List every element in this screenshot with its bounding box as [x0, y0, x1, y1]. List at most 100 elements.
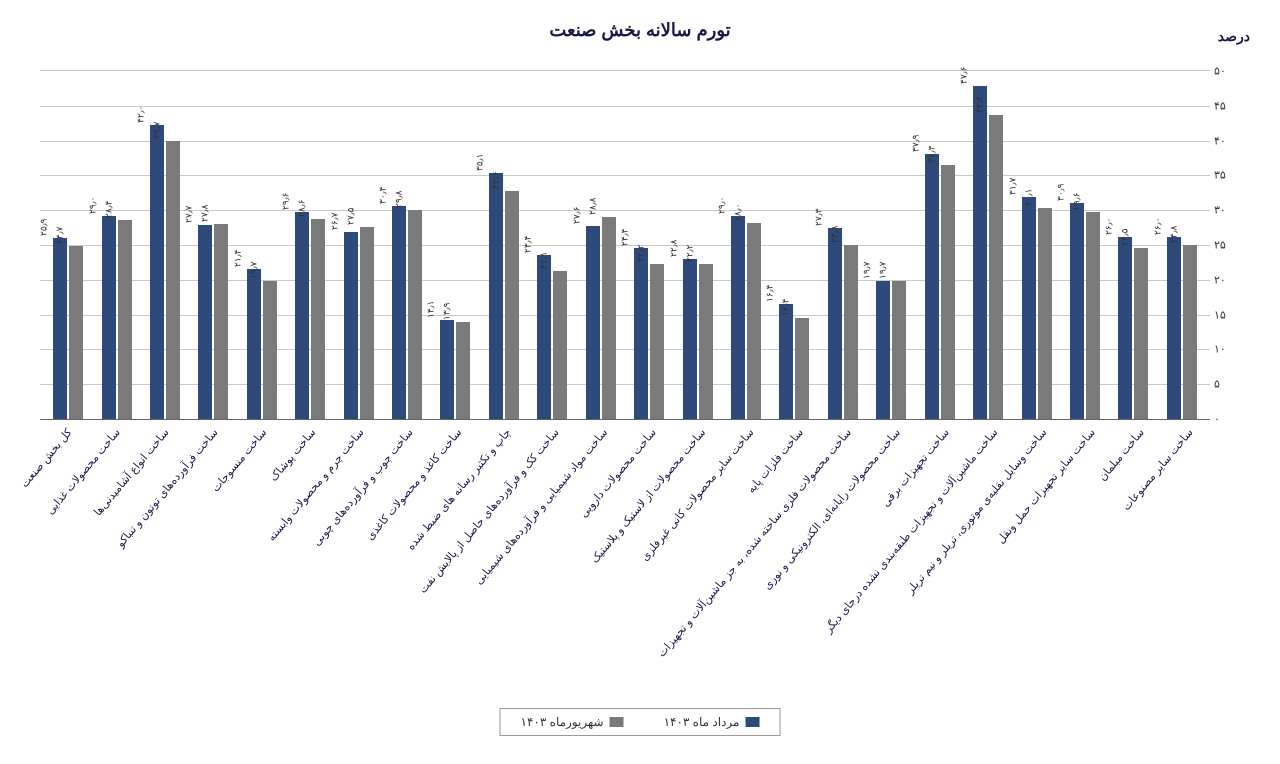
bar-value-label: ۲۵٫۹ [38, 218, 49, 235]
bar-group: ۱۴٫۱۱۳٫۹ [431, 320, 479, 419]
bar: ۲۳٫۴ [537, 255, 551, 419]
y-tick: ۳۵ [1214, 169, 1242, 182]
bar-value-label: ۲۴٫۸ [1168, 226, 1179, 243]
bar: ۲۶٫۰ [1167, 237, 1181, 419]
bar-value-label: ۱۹٫۷ [862, 262, 873, 279]
bar: ۳۰٫۴ [392, 206, 406, 419]
bar-value-label: ۳۰٫۴ [377, 187, 388, 204]
bar: ۲۸٫۴ [118, 220, 132, 419]
bar-group: ۲۵٫۹۲۴٫۷ [44, 238, 92, 419]
bar: ۲۹٫۰ [731, 216, 745, 419]
bar: ۲۶٫۰ [1118, 237, 1132, 419]
bar-value-label: ۲۷٫۳ [813, 208, 824, 225]
bars-area: ۲۵٫۹۲۴٫۷۲۹٫۰۲۸٫۴۴۲٫۰۳۹٫۷۲۷٫۷۲۷٫۸۲۱٫۴۱۹٫۷… [40, 71, 1210, 419]
bar-value-label: ۲۲٫۲ [635, 244, 646, 261]
bar-value-label: ۲۹٫۰ [716, 197, 727, 214]
bar: ۴۷٫۶ [973, 86, 987, 419]
bar-value-label: ۲۸٫۴ [103, 201, 114, 218]
bar-value-label: ۲۹٫۰ [87, 197, 98, 214]
bar: ۳۵٫۱ [489, 173, 503, 419]
bar: ۲۷٫۵ [360, 227, 374, 420]
bar: ۲۱٫۴ [247, 269, 261, 419]
bar-group: ۲۷٫۷۲۷٫۸ [189, 224, 237, 419]
legend-swatch-1 [745, 717, 759, 727]
y-tick: ۲۰ [1214, 273, 1242, 286]
bar: ۲۹٫۶ [295, 212, 309, 419]
bar-value-label: ۱۹٫۷ [878, 262, 889, 279]
bar-group: ۱۶٫۴۱۴٫۴ [770, 304, 818, 419]
bar-value-label: ۳۲٫۶ [490, 171, 501, 188]
bar-value-label: ۲۷٫۵ [345, 207, 356, 224]
bar: ۲۴٫۸ [844, 245, 858, 419]
bar-value-label: ۱۶٫۴ [765, 285, 776, 302]
bar-value-label: ۲۱٫۴ [232, 250, 243, 267]
bar-value-label: ۲۸٫۶ [296, 199, 307, 216]
bar: ۲۲٫۲ [699, 264, 713, 419]
bar: ۲۴٫۷ [69, 246, 83, 419]
bar-group: ۲۷٫۳۲۴٫۸ [819, 228, 867, 419]
bar-group: ۲۹٫۶۲۸٫۶ [286, 212, 334, 419]
bar: ۳۲٫۶ [505, 191, 519, 419]
bar-group: ۳۰٫۹۲۹٫۶ [1061, 203, 1109, 419]
y-tick: ۱۵ [1214, 308, 1242, 321]
bar: ۲۶٫۷ [344, 232, 358, 419]
bar-value-label: ۲۴٫۴ [619, 229, 630, 246]
bar-group: ۲۶٫۰۲۴٫۵ [1109, 237, 1157, 419]
bar-value-label: ۳۰٫۱ [1023, 189, 1034, 206]
bar-value-label: ۳۵٫۱ [474, 154, 485, 171]
bar: ۴۲٫۰ [150, 125, 164, 419]
legend-swatch-2 [610, 717, 624, 727]
y-axis-label: درصد [1218, 28, 1250, 45]
bar-value-label: ۴۷٫۶ [958, 66, 969, 83]
bar: ۲۷٫۳ [828, 228, 842, 419]
bar-value-label: ۲۴٫۷ [54, 227, 65, 244]
bar-value-label: ۴۲٫۰ [135, 106, 146, 123]
y-tick: ۴۰ [1214, 134, 1242, 147]
bar: ۱۴٫۱ [440, 320, 454, 419]
chart-container: تورم سالانه بخش صنعت درصد ۰۵۱۰۱۵۲۰۲۵۳۰۳۵… [30, 20, 1250, 744]
bar-group: ۲۱٫۴۱۹٫۷ [238, 269, 286, 419]
y-tick: ۵ [1214, 378, 1242, 391]
legend-label-1: مرداد ماه ۱۴۰۳ [664, 715, 740, 729]
bar-value-label: ۱۴٫۱ [426, 301, 437, 318]
bar-value-label: ۲۸٫۰ [732, 204, 743, 221]
bar: ۲۸٫۰ [747, 223, 761, 419]
bar-value-label: ۳۶٫۳ [926, 145, 937, 162]
bar-value-label: ۲۶٫۰ [1104, 218, 1115, 235]
bar: ۲۹٫۸ [408, 210, 422, 419]
bar-value-label: ۲۱٫۱ [539, 252, 550, 269]
plot-area: ۰۵۱۰۱۵۲۰۲۵۳۰۳۵۴۰۴۵۵۰ ۲۵٫۹۲۴٫۷۲۹٫۰۲۸٫۴۴۲٫… [40, 70, 1210, 420]
bar: ۳۱٫۷ [1022, 197, 1036, 419]
bar: ۱۹٫۷ [892, 281, 906, 419]
bar-group: ۳۷٫۹۳۶٫۳ [915, 154, 963, 419]
bar-value-label: ۴۳٫۴ [974, 96, 985, 113]
bar: ۲۴٫۵ [1134, 248, 1148, 420]
bar: ۲۷٫۷ [198, 225, 212, 419]
y-tick: ۴۵ [1214, 99, 1242, 112]
bar: ۱۶٫۴ [779, 304, 793, 419]
bar: ۲۲٫۲ [650, 264, 664, 419]
bar-group: ۳۵٫۱۳۲٫۶ [480, 173, 528, 419]
bar-value-label: ۲۲٫۸ [668, 240, 679, 257]
bar-value-label: ۲۴٫۸ [829, 226, 840, 243]
bar-value-label: ۲۴٫۵ [1120, 228, 1131, 245]
bar-group: ۲۶٫۷۲۷٫۵ [334, 227, 382, 420]
legend-item-series2: شهریورماه ۱۴۰۳ [521, 715, 624, 729]
bar-value-label: ۲۸٫۸ [587, 198, 598, 215]
y-tick: ۲۵ [1214, 239, 1242, 252]
bar-group: ۴۷٫۶۴۳٫۴ [964, 86, 1012, 419]
legend: مرداد ماه ۱۴۰۳ شهریورماه ۱۴۰۳ [500, 708, 781, 736]
bar: ۳۷٫۹ [925, 154, 939, 419]
bar-value-label: ۲۳٫۴ [523, 236, 534, 253]
legend-label-2: شهریورماه ۱۴۰۳ [521, 715, 604, 729]
bar: ۳۶٫۳ [941, 165, 955, 419]
bar: ۱۹٫۷ [263, 281, 277, 419]
y-tick: ۱۰ [1214, 343, 1242, 356]
bar-group: ۲۴٫۴۲۲٫۲ [625, 248, 673, 419]
bar: ۱۳٫۹ [456, 322, 470, 419]
bar: ۲۸٫۸ [602, 217, 616, 419]
bar: ۲۸٫۶ [311, 219, 325, 419]
bar-value-label: ۳۱٫۷ [1007, 178, 1018, 195]
bar-group: ۲۲٫۸۲۲٫۲ [673, 259, 721, 419]
bar-value-label: ۲۶٫۰ [1152, 218, 1163, 235]
